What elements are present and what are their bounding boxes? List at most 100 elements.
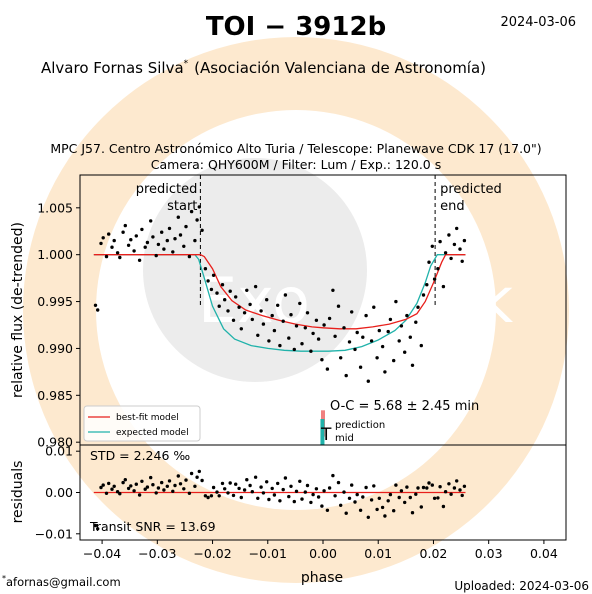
data-point [458, 247, 462, 251]
data-point [350, 310, 354, 314]
residual-point [449, 492, 453, 496]
data-point [245, 288, 249, 292]
tmid-bar [320, 419, 325, 445]
residual-point [287, 494, 291, 499]
residual-point [383, 514, 387, 518]
data-point [403, 350, 407, 354]
data-point [430, 244, 434, 248]
data-point [339, 356, 343, 360]
data-point [171, 250, 175, 254]
x-tick-label: 0.01 [364, 546, 392, 561]
residual-point [339, 503, 343, 507]
residual-point [309, 500, 313, 505]
residual-point [182, 487, 186, 491]
data-point [300, 342, 304, 346]
residual-point [231, 493, 236, 498]
residual-point [140, 479, 144, 483]
residual-point [134, 482, 138, 486]
data-point [303, 326, 307, 330]
residual-point [455, 479, 459, 483]
residual-point [350, 483, 354, 487]
watermark: Exo lock [23, 37, 569, 583]
data-point [419, 343, 423, 348]
residual-point [342, 490, 346, 494]
data-point [253, 284, 258, 289]
residual-point [438, 485, 442, 489]
data-point [449, 256, 453, 261]
residual-point [137, 493, 142, 497]
data-point [399, 324, 404, 328]
data-point [187, 254, 192, 259]
residual-point [462, 484, 467, 488]
data-point [123, 223, 128, 228]
residual-point [298, 479, 302, 483]
residual-point [278, 499, 282, 503]
residual-point [364, 485, 368, 490]
residual-point [173, 483, 177, 488]
residual-point [320, 504, 324, 508]
x-tick-label: −0.02 [193, 546, 231, 561]
residual-point [327, 486, 332, 490]
std-label: STD = 2.246 ‰ [90, 448, 190, 463]
data-point [438, 239, 442, 244]
data-point [272, 328, 277, 333]
data-point [242, 311, 247, 315]
data-point [267, 339, 271, 343]
residual-point [145, 485, 150, 489]
data-point [309, 349, 313, 353]
data-point [209, 287, 214, 292]
residual-point [377, 496, 381, 500]
light-curve-y-ticks: 0.980 0.985 0.990 0.995 1.000 1.005 [37, 200, 80, 450]
residual-point [195, 475, 199, 479]
predicted-start-label-2: start [167, 199, 197, 214]
data-point [160, 230, 164, 234]
residual-point [388, 492, 393, 497]
data-point [322, 323, 326, 327]
data-point [408, 335, 412, 339]
data-point [436, 267, 440, 271]
residual-point [149, 475, 153, 480]
predicted-end-label-2: end [440, 199, 465, 214]
data-point [189, 209, 194, 214]
data-point [140, 227, 144, 232]
y-tick-label: 0.995 [37, 294, 73, 309]
residual-point [184, 478, 188, 482]
residual-point [187, 491, 192, 495]
data-point [316, 337, 321, 341]
residual-point [215, 490, 219, 494]
residual-point [211, 485, 216, 490]
residual-point [375, 507, 379, 512]
residual-point [394, 483, 398, 487]
data-point [276, 303, 280, 307]
residual-point [322, 489, 326, 493]
data-point [165, 238, 169, 243]
data-point [462, 238, 467, 243]
data-point [154, 253, 158, 258]
data-point [372, 305, 376, 309]
residual-point [178, 482, 183, 486]
data-point [145, 240, 150, 245]
y-tick-label: 0.01 [45, 444, 73, 459]
data-point [197, 205, 201, 209]
data-point [375, 356, 379, 360]
residual-point [314, 487, 319, 491]
residual-point [408, 495, 412, 500]
data-point [226, 309, 230, 313]
residual-point [143, 487, 147, 491]
data-point [265, 298, 269, 302]
data-point [358, 365, 363, 369]
data-point [115, 251, 120, 255]
residual-point [115, 490, 120, 494]
data-point [261, 322, 266, 326]
residual-point [294, 489, 299, 493]
residual-point [403, 500, 407, 505]
tmid-label: T [320, 425, 332, 445]
data-point [156, 242, 161, 247]
author-affiliation: (Asociación Valenciana de Astronomía) [194, 59, 486, 77]
residual-point [432, 496, 437, 500]
residuals-x-ticks: −0.04 −0.03 −0.02 −0.01 0.00 0.01 0.02 0.03 0.04 [83, 540, 558, 561]
watermark-disc [143, 158, 367, 382]
residual-point [392, 509, 396, 513]
residual-point [405, 485, 409, 489]
residual-point [300, 497, 304, 501]
